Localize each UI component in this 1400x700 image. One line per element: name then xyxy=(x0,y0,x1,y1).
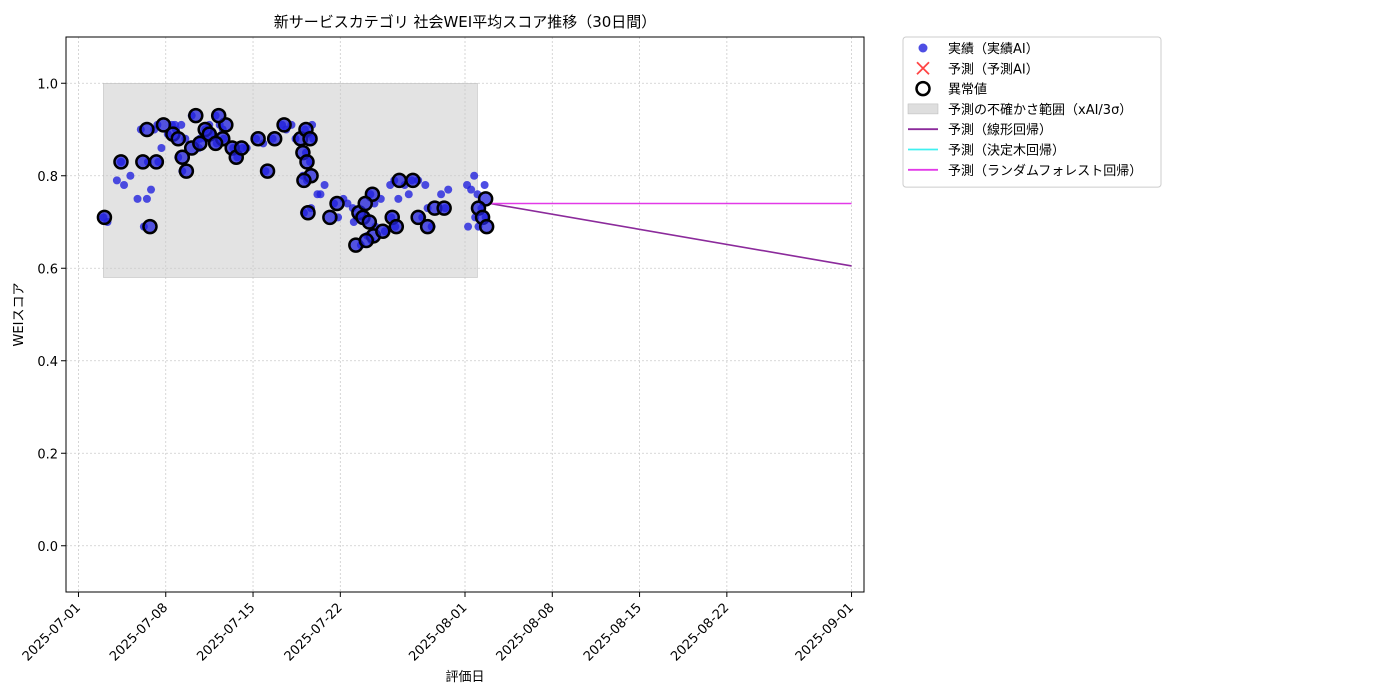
x-tick-label: 2025-08-08 xyxy=(494,600,558,664)
y-axis-title: WEIスコア xyxy=(12,283,27,347)
x-tick-label: 2025-09-01 xyxy=(793,600,857,664)
x-tick-label: 2025-07-01 xyxy=(20,600,84,664)
anomaly-marker xyxy=(148,154,165,170)
anomaly-marker xyxy=(405,172,421,189)
anomaly-marker xyxy=(358,232,375,249)
anomaly-marker xyxy=(233,140,250,156)
actual-point xyxy=(437,190,446,199)
actual-point xyxy=(404,190,413,199)
actual-point xyxy=(444,185,453,194)
cross-stroke xyxy=(916,61,930,75)
legend-label: 予測（決定木回帰） xyxy=(948,143,1065,159)
actual-point xyxy=(177,120,186,129)
actual-point xyxy=(470,171,479,180)
anomaly-marker xyxy=(174,149,191,165)
y-tick-label: 0.2 xyxy=(37,447,58,462)
anomaly-marker xyxy=(302,131,318,147)
anomaly-marker xyxy=(478,218,495,235)
actual-point xyxy=(320,181,329,189)
anomaly-marker xyxy=(276,117,292,133)
y-axis-ticks: 0.0 0.2 0.4 0.6 0.8 1.0 xyxy=(37,77,66,555)
actual-point xyxy=(421,181,430,189)
x-tick-label: 2025-07-15 xyxy=(194,600,258,664)
legend-anomaly-marker xyxy=(915,80,931,97)
x-tick-label: 2025-08-01 xyxy=(406,600,470,664)
legend-label: 予測（予測AI） xyxy=(948,62,1039,77)
y-tick-label: 0.0 xyxy=(37,540,58,555)
legend-label: 予測の不確かさ範囲（xAI/3σ） xyxy=(948,102,1132,118)
x-axis-ticks: 2025-07-01 2025-07-08 2025-07-15 2025-07-22… xyxy=(20,592,857,665)
actual-point xyxy=(464,222,473,231)
anomaly-marker xyxy=(142,218,158,235)
legend-label: 異常値 xyxy=(948,82,987,98)
actual-point xyxy=(112,176,121,185)
anomaly-marker xyxy=(299,154,315,170)
anomaly-marker xyxy=(113,154,129,170)
legend-label: 予測（ランダムフォレスト回帰） xyxy=(948,163,1142,179)
anomaly-markers xyxy=(96,107,495,253)
anomaly-marker xyxy=(96,209,113,226)
anomaly-marker xyxy=(329,195,345,212)
legend-cross-icon xyxy=(916,61,930,75)
anomaly-marker xyxy=(419,218,436,235)
anomaly-marker xyxy=(178,163,195,179)
x-tick-label: 2025-07-08 xyxy=(107,600,171,664)
actual-point xyxy=(120,181,129,189)
legend-label: 実績（実績AI） xyxy=(948,41,1039,57)
anomaly-marker xyxy=(259,163,276,179)
x-axis-title: 評価日 xyxy=(445,670,484,685)
actual-point xyxy=(157,144,166,152)
y-tick-label: 0.6 xyxy=(37,262,58,277)
anomaly-marker xyxy=(357,195,373,212)
anomaly-marker xyxy=(250,131,266,147)
actual-point xyxy=(480,181,489,189)
anomaly-marker xyxy=(375,223,391,239)
legend-label: 予測（線形回帰） xyxy=(948,122,1052,138)
anomaly-marker xyxy=(296,172,312,189)
y-tick-label: 0.4 xyxy=(37,355,58,370)
anomaly-marker xyxy=(207,135,224,152)
actual-point xyxy=(147,185,156,194)
anomaly-marker xyxy=(436,200,452,216)
anomaly-marker xyxy=(139,121,155,138)
prediction-lines xyxy=(489,202,852,267)
actual-point xyxy=(126,171,135,180)
legend-box xyxy=(902,36,1162,188)
linear-prediction-line xyxy=(489,202,852,267)
anomaly-marker xyxy=(410,209,426,226)
anomaly-marker xyxy=(322,209,338,226)
x-tick-label: 2025-07-22 xyxy=(282,600,346,664)
anomaly-marker xyxy=(210,107,227,124)
actual-point xyxy=(142,194,151,203)
actual-point xyxy=(394,194,403,203)
anomaly-marker xyxy=(300,205,316,221)
anomaly-marker xyxy=(361,214,378,230)
anomaly-marker xyxy=(388,218,405,235)
y-tick-label: 0.8 xyxy=(37,170,58,185)
x-tick-label: 2025-08-22 xyxy=(668,600,732,664)
actual-point xyxy=(343,199,352,208)
anomaly-marker xyxy=(266,131,283,147)
legend-band-swatch xyxy=(907,103,939,115)
actual-point xyxy=(467,185,476,194)
legend-actual-marker xyxy=(918,43,928,53)
y-tick-label: 1.0 xyxy=(37,77,58,92)
x-tick-label: 2025-08-15 xyxy=(581,600,645,664)
chart-title: 新サービスカテゴリ 社会WEI平均スコア推移（30日間） xyxy=(274,13,657,31)
anomaly-marker xyxy=(391,172,408,189)
anomaly-marker xyxy=(170,131,186,147)
actual-point xyxy=(313,190,322,199)
anomaly-marker xyxy=(135,154,151,170)
anomaly-marker xyxy=(192,135,208,152)
anomaly-marker xyxy=(188,107,204,124)
actual-point xyxy=(133,194,142,203)
anomaly-marker xyxy=(155,117,172,133)
